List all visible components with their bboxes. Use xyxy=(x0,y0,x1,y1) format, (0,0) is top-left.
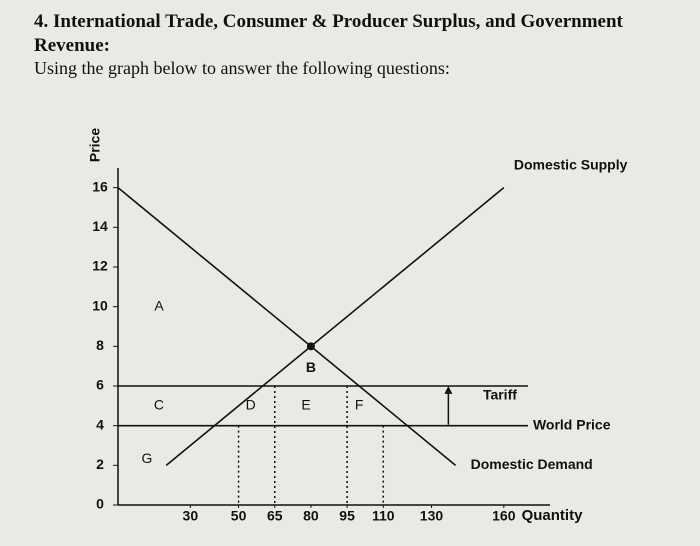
region-label: C xyxy=(154,397,164,413)
x-tick-label: 95 xyxy=(339,508,355,524)
y-tick-label: 4 xyxy=(96,416,104,432)
x-tick-label: 110 xyxy=(372,508,395,524)
series-label: Tariff xyxy=(483,387,517,403)
x-axis-label: Quantity xyxy=(522,507,583,524)
region-label: F xyxy=(355,397,364,413)
y-tick-label: 0 xyxy=(96,496,104,512)
x-tick-label: 80 xyxy=(303,508,319,524)
question-subtitle: Using the graph below to answer the foll… xyxy=(34,58,450,78)
y-tick-label: 8 xyxy=(96,337,104,353)
region-label: E xyxy=(301,397,310,413)
equilibrium-point xyxy=(306,342,315,351)
series-line xyxy=(165,187,505,466)
x-tick-label: 30 xyxy=(183,508,199,524)
series-label: Domestic Demand xyxy=(471,456,593,472)
y-axis-label: Price xyxy=(87,128,103,162)
point-label: B xyxy=(306,359,316,375)
x-tick-label: 130 xyxy=(420,508,444,524)
y-tick-label: 14 xyxy=(92,218,108,234)
y-tick-label: 16 xyxy=(92,178,108,194)
x-tick-label: 50 xyxy=(231,508,247,524)
series-line xyxy=(117,187,457,466)
series-label: World Price xyxy=(533,416,611,432)
y-tick-label: 2 xyxy=(96,456,104,472)
y-tick-label: 10 xyxy=(92,297,108,313)
tariff-arrowhead xyxy=(444,386,453,394)
region-label: G xyxy=(141,450,152,466)
x-tick-label: 65 xyxy=(267,508,283,524)
series-label: Domestic Supply xyxy=(514,156,628,172)
question-title: 4. International Trade, Consumer & Produ… xyxy=(34,11,623,56)
region-label: D xyxy=(246,397,256,413)
x-tick-label: 160 xyxy=(492,508,516,524)
y-tick-label: 12 xyxy=(92,258,108,274)
region-label: A xyxy=(154,297,164,313)
y-tick-label: 6 xyxy=(96,377,104,393)
